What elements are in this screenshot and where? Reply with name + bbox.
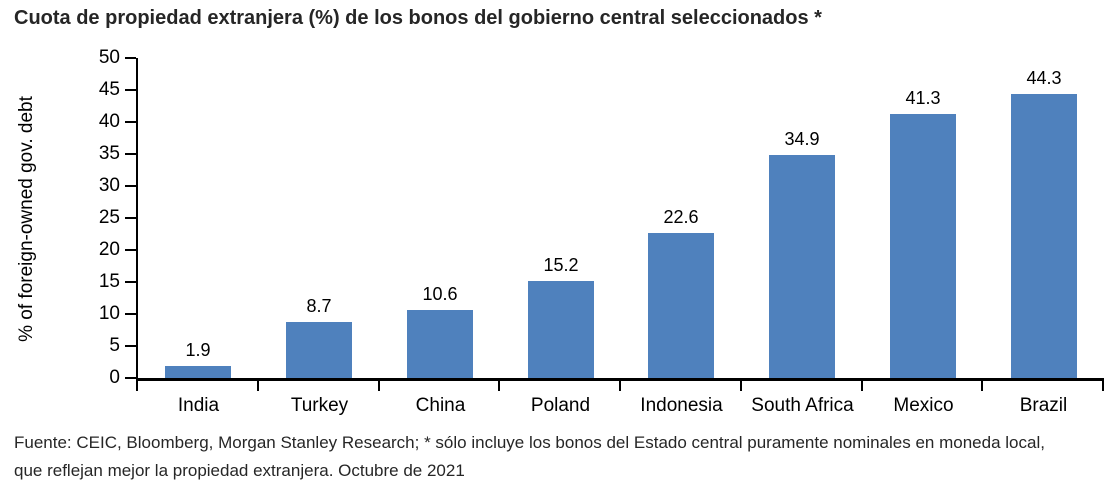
y-tick-label: 20: [98, 239, 120, 260]
bar-value-label: 34.9: [784, 129, 820, 149]
y-tick-label: 10: [98, 303, 120, 324]
x-tick-mark: [377, 378, 380, 391]
y-tick-label: 15: [98, 271, 120, 292]
x-tick-mark: [136, 378, 138, 391]
bar: [286, 322, 352, 378]
y-tick-mark: [125, 185, 136, 187]
y-tick-mark: [125, 345, 136, 347]
y-tick-mark: [125, 377, 136, 379]
y-tick-mark: [125, 89, 136, 91]
bar: [648, 233, 714, 378]
y-tick-mark: [125, 313, 136, 315]
x-tick-mark: [1102, 378, 1104, 391]
x-tick-mark: [981, 378, 984, 391]
y-tick-mark: [125, 57, 136, 59]
x-axis-category-label: China: [415, 395, 466, 416]
x-axis-category-label: Mexico: [893, 395, 954, 416]
y-tick-mark: [125, 153, 136, 155]
y-tick-label: 50: [98, 47, 120, 68]
bar-value-label: 8.7: [306, 296, 332, 316]
bar: [769, 155, 835, 378]
y-tick-mark: [125, 217, 136, 219]
source-note: Fuente: CEIC, Bloomberg, Morgan Stanley …: [14, 433, 1045, 480]
x-tick-mark: [619, 378, 621, 391]
bar-value-label: 44.3: [1026, 68, 1062, 88]
x-tick-mark: [860, 378, 863, 391]
x-tick-mark: [256, 378, 259, 391]
y-tick-label: 25: [98, 207, 120, 228]
y-tick-mark: [125, 249, 136, 251]
x-axis-category-label: Poland: [530, 395, 591, 416]
x-axis-category-label: Turkey: [290, 395, 349, 416]
y-tick-label: 30: [98, 175, 120, 196]
x-axis-category-label: India: [177, 395, 220, 416]
y-tick-label: 0: [109, 367, 120, 388]
bar: [890, 114, 956, 378]
chart-title: Cuota de propiedad extranjera (%) de los…: [14, 7, 822, 29]
y-tick-mark: [125, 281, 136, 283]
bar-value-label: 1.9: [185, 340, 211, 360]
bar: [165, 366, 231, 378]
bar-value-label: 41.3: [905, 88, 941, 108]
y-tick-label: 40: [98, 111, 120, 132]
bar-value-label: 22.6: [663, 207, 699, 227]
x-axis-category-label: South Africa: [751, 395, 854, 416]
x-tick-mark: [739, 378, 742, 391]
y-tick-mark: [125, 121, 136, 123]
bar: [1011, 94, 1077, 378]
x-axis-category-label: Indonesia: [640, 395, 723, 416]
y-axis-line: [136, 58, 138, 378]
y-tick-label: 5: [109, 335, 120, 356]
bar: [407, 310, 473, 378]
x-tick-mark: [498, 378, 501, 391]
x-axis-category-label: Brazil: [1019, 395, 1068, 416]
y-tick-label: 35: [98, 143, 120, 164]
bar-value-label: 15.2: [543, 255, 579, 275]
bar: [528, 281, 594, 378]
bar-value-label: 10.6: [422, 284, 458, 304]
y-tick-label: 45: [98, 79, 120, 100]
